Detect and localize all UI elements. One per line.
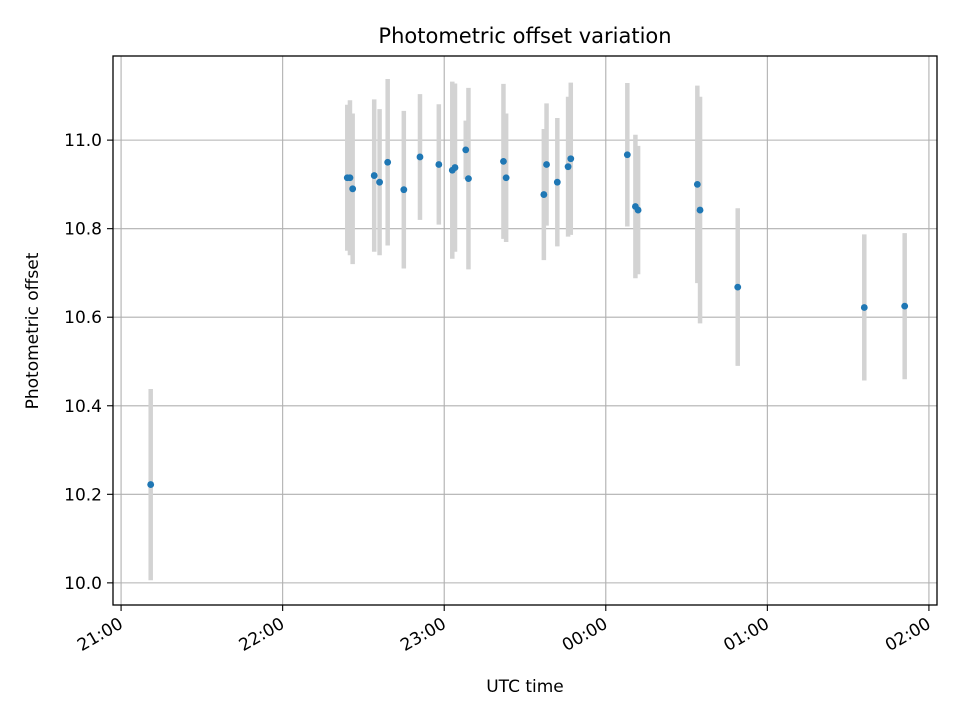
- data-point: [543, 161, 550, 168]
- data-point: [540, 191, 548, 198]
- data-point: [376, 178, 383, 186]
- data-point: [502, 174, 510, 182]
- chart-title: Photometric offset variation: [378, 24, 671, 48]
- data-point: [349, 185, 357, 193]
- data-point: [564, 163, 572, 171]
- data-points: [147, 146, 909, 488]
- data-point: [860, 304, 868, 311]
- data-point: [384, 158, 392, 166]
- y-tick-label: 10.6: [64, 308, 102, 328]
- data-point: [435, 161, 443, 168]
- data-point: [734, 283, 742, 291]
- y-tick-label: 10.2: [64, 485, 102, 505]
- data-point: [462, 146, 470, 154]
- y-axis-title: Photometric offset: [23, 252, 43, 409]
- y-tick-label: 10.4: [64, 397, 102, 417]
- data-point: [693, 180, 701, 188]
- data-point: [623, 151, 631, 159]
- data-point: [634, 206, 642, 214]
- data-point: [370, 172, 378, 179]
- data-point: [416, 153, 424, 161]
- y-axis-ticks: 10.0 10.2 10.4 10.6 10.8 11.0: [64, 131, 113, 594]
- y-tick-label: 11.0: [64, 131, 102, 151]
- data-point: [465, 175, 472, 183]
- data-point: [451, 164, 459, 171]
- plot-area-frame: [112, 55, 938, 606]
- data-point: [500, 157, 507, 165]
- data-point: [147, 481, 155, 488]
- data-point: [901, 302, 909, 310]
- x-axis-title: UTC time: [486, 677, 564, 697]
- data-point: [400, 186, 408, 194]
- y-tick-label: 10.8: [64, 220, 102, 240]
- data-point: [567, 155, 575, 163]
- data-point: [346, 174, 354, 182]
- data-point: [696, 206, 704, 214]
- data-point: [553, 178, 561, 186]
- y-tick-label: 10.0: [64, 574, 102, 594]
- grid: [113, 56, 937, 605]
